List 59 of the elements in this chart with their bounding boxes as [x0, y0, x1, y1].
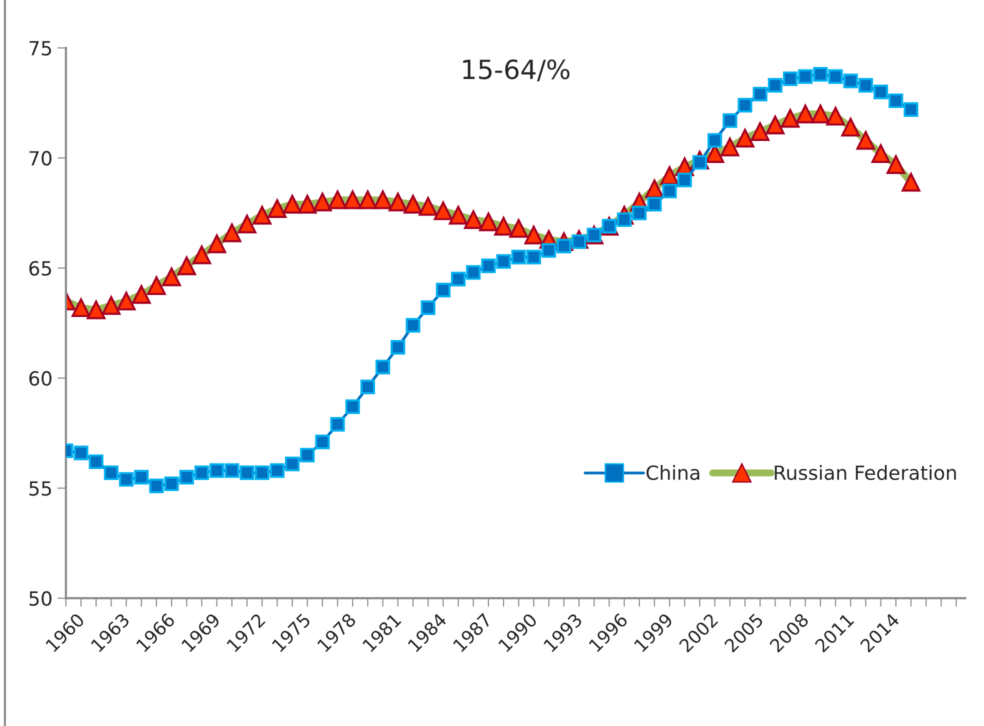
- point: [874, 84, 888, 100]
- legend-label: Russian Federation: [774, 464, 956, 480]
- point: [240, 465, 254, 480]
- point: [632, 206, 647, 220]
- point: [496, 254, 511, 269]
- point: [511, 250, 526, 264]
- point: [315, 434, 330, 450]
- point: [420, 300, 436, 315]
- y-tick-label: 60: [29, 371, 52, 386]
- point: [224, 463, 240, 478]
- point: [662, 184, 677, 198]
- y-tick-label: 65: [29, 260, 52, 276]
- point: [466, 265, 481, 280]
- point: [481, 258, 496, 274]
- point: [828, 69, 843, 84]
- point: [708, 133, 722, 148]
- point: [376, 360, 390, 374]
- y-tick-label: 50: [29, 591, 52, 606]
- point: [738, 98, 752, 112]
- point: [813, 67, 828, 82]
- point: [843, 74, 858, 88]
- y-tick-label: 55: [29, 481, 52, 496]
- point: [677, 172, 692, 188]
- point: [88, 454, 104, 470]
- point: [254, 465, 270, 480]
- point: [210, 463, 224, 478]
- point: [798, 69, 813, 84]
- point: [134, 470, 149, 484]
- point: [647, 196, 662, 212]
- point: [149, 478, 164, 494]
- point: [390, 340, 406, 355]
- point: [782, 71, 798, 86]
- chart-title: 15-64/%: [463, 59, 570, 82]
- point: [768, 78, 782, 93]
- point: [330, 417, 345, 432]
- point: [904, 102, 918, 117]
- point: [858, 78, 874, 93]
- point: [436, 282, 450, 298]
- point: [300, 448, 315, 462]
- point: [345, 399, 360, 414]
- point: [752, 86, 768, 102]
- y-tick-label: 75: [30, 41, 52, 56]
- point: [360, 380, 376, 394]
- legend-label: China: [646, 464, 700, 480]
- point: [450, 272, 466, 286]
- point: [74, 446, 88, 460]
- point: [542, 243, 556, 258]
- point: [118, 472, 134, 487]
- point: [104, 465, 118, 480]
- point: [164, 476, 179, 492]
- point: [284, 456, 300, 472]
- point: [179, 470, 194, 484]
- point: [270, 463, 284, 478]
- point: [194, 465, 210, 480]
- point: [526, 250, 542, 264]
- point: [406, 318, 420, 333]
- point: [722, 113, 738, 128]
- point: [888, 93, 904, 108]
- y-tick-label: 70: [30, 150, 52, 166]
